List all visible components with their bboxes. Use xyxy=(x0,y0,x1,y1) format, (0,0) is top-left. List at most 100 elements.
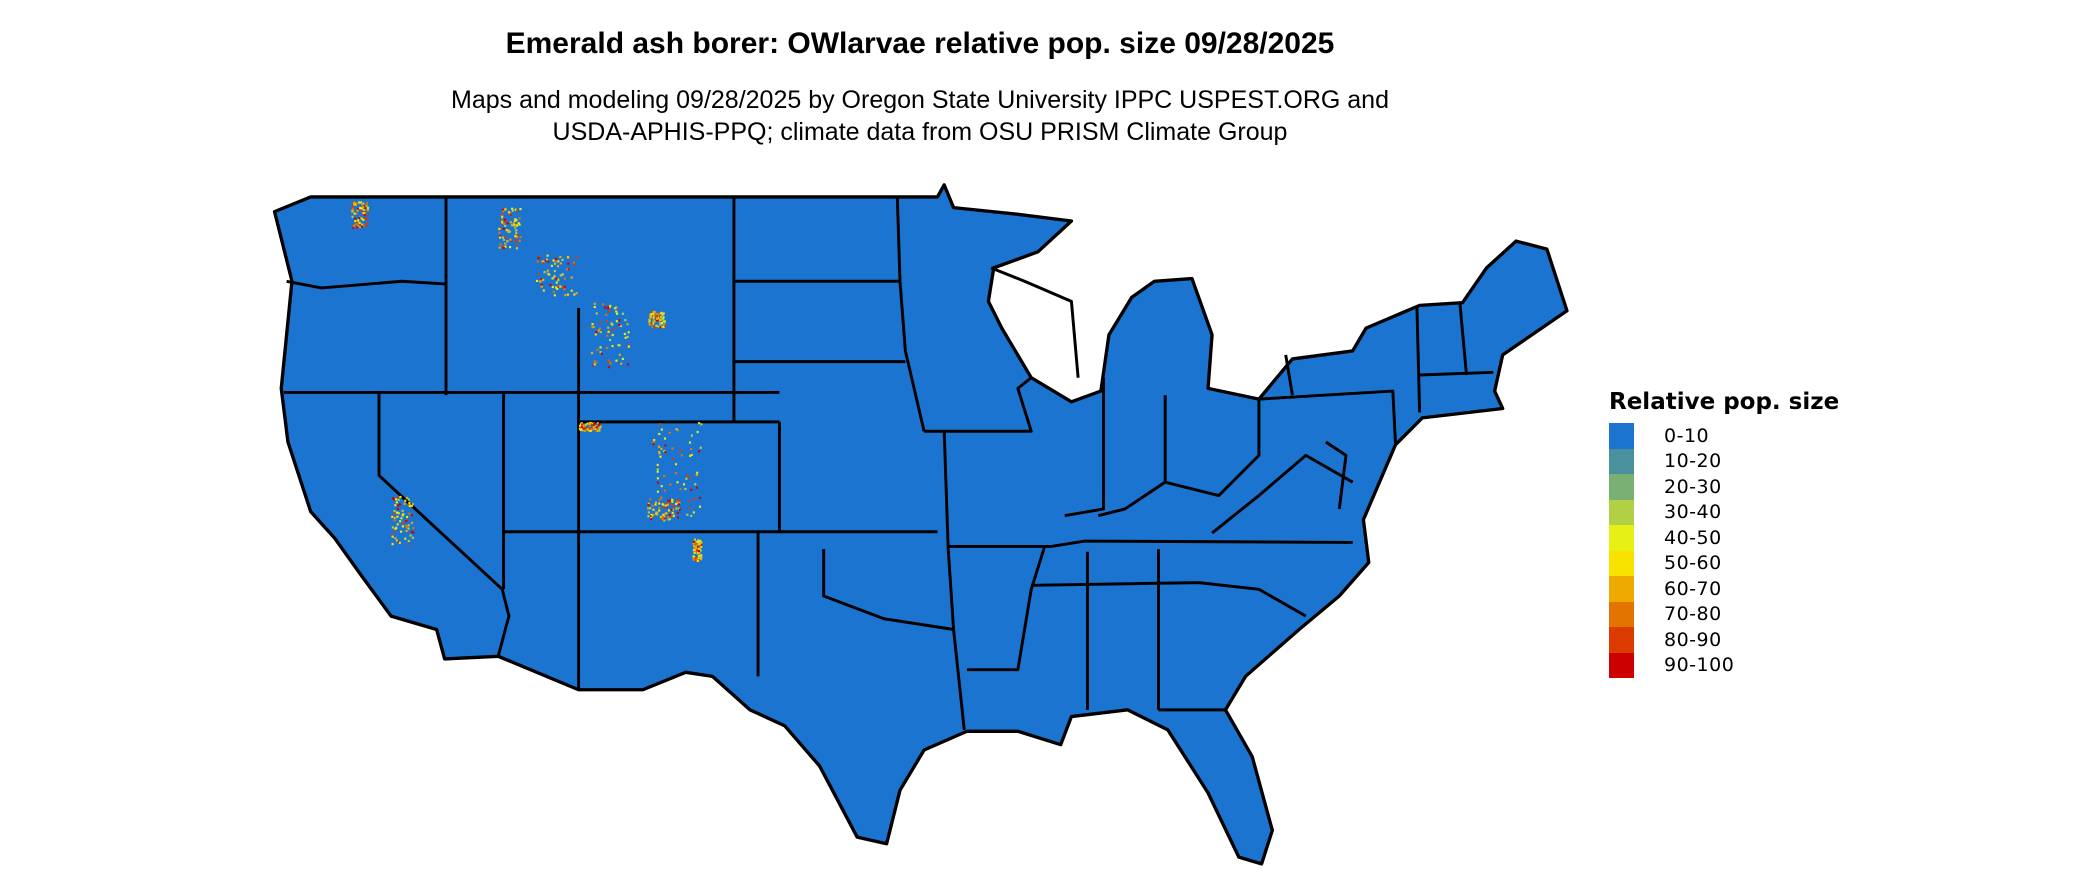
hotspot-cell xyxy=(688,476,691,479)
hotspot-cell xyxy=(655,513,658,516)
hotspot-cell xyxy=(673,506,676,509)
hotspot-cell xyxy=(680,454,683,457)
hotspot-cell xyxy=(359,225,362,229)
hotspot-cell xyxy=(694,483,697,486)
hotspot-cell xyxy=(363,205,366,208)
legend-item: 50-60 xyxy=(1609,550,1809,576)
hotspot-cell xyxy=(696,559,699,562)
hotspot-cell xyxy=(588,424,591,428)
hotspot-cell xyxy=(578,428,582,431)
hotspot-cell xyxy=(656,468,659,471)
hotspot-cell xyxy=(676,481,679,484)
hotspot-cell xyxy=(658,506,661,510)
hotspot-cell xyxy=(595,312,598,315)
hotspot-cell xyxy=(614,307,617,310)
hotspot-cell xyxy=(583,425,587,428)
hotspot-cell xyxy=(598,429,601,432)
hotspot-cell xyxy=(359,201,363,204)
hotspot-cell xyxy=(662,317,665,320)
hotspot-cell xyxy=(595,331,598,334)
hotspot-cell xyxy=(519,207,522,211)
hotspot-cell xyxy=(551,277,554,280)
hotspot-cell xyxy=(667,518,670,521)
hotspot-cell xyxy=(352,226,355,229)
hotspot-cell xyxy=(591,323,594,326)
hotspot-cell xyxy=(613,328,616,331)
hotspot-cell xyxy=(671,515,674,518)
hotspot-cell xyxy=(609,362,612,365)
hotspot-cell xyxy=(698,422,701,425)
hotspot-cell xyxy=(689,454,692,457)
hotspot-cell xyxy=(566,293,570,296)
hotspot-cell xyxy=(698,542,701,545)
hotspot-cell xyxy=(556,265,560,268)
hotspot-cell xyxy=(649,314,652,318)
hotspot-cell xyxy=(651,504,654,507)
hotspot-cell xyxy=(679,449,682,452)
hotspot-cell xyxy=(618,323,621,327)
hotspot-cell xyxy=(609,330,612,333)
hotspot-cell xyxy=(627,331,630,334)
hotspot-cell xyxy=(561,273,564,276)
hotspot-cell xyxy=(660,311,663,314)
hotspot-cell xyxy=(586,428,589,431)
hotspot-cell xyxy=(690,453,693,457)
hotspot-cell xyxy=(546,272,549,275)
hotspot-cell xyxy=(559,262,562,265)
hotspot-cell xyxy=(669,483,672,486)
hotspot-cell xyxy=(596,422,599,425)
hotspot-cell xyxy=(405,496,409,499)
hotspot-cell xyxy=(656,463,659,466)
hotspot-cell xyxy=(395,501,398,504)
hotspot-cell xyxy=(354,219,357,223)
subtitle-line-2: USDA-APHIS-PPQ; climate data from OSU PR… xyxy=(552,118,1288,146)
hotspot-cell xyxy=(351,207,355,210)
hotspot-cell xyxy=(396,496,399,499)
hotspot-cell xyxy=(618,319,621,322)
hotspot-cell xyxy=(690,514,693,517)
hotspot-cell xyxy=(664,444,667,447)
hotspot-cell xyxy=(509,221,512,224)
hotspot-cell xyxy=(668,513,671,516)
hotspot-cell xyxy=(670,508,673,511)
hotspot-cell xyxy=(365,218,368,221)
hotspot-cell xyxy=(660,428,663,431)
hotspot-cell xyxy=(661,503,664,506)
hotspot-cell xyxy=(650,325,653,328)
hotspot-cell xyxy=(695,540,698,543)
hotspot-cell xyxy=(671,503,674,507)
legend-swatch xyxy=(1609,525,1634,551)
hotspot-cell xyxy=(588,422,592,425)
hotspot-cell xyxy=(660,319,663,322)
hotspot-cell xyxy=(397,512,400,515)
hotspot-cell xyxy=(509,213,512,216)
hotspot-cell xyxy=(661,313,664,316)
hotspot-cell xyxy=(616,312,619,315)
hotspot-cell xyxy=(356,220,359,223)
hotspot-cell xyxy=(357,219,360,222)
hotspot-cell xyxy=(593,302,596,305)
us-outline xyxy=(272,183,1569,866)
hotspot-cell xyxy=(665,511,668,515)
hotspot-cell xyxy=(501,221,504,224)
hotspot-cell xyxy=(355,221,358,224)
hotspot-cell xyxy=(399,495,402,499)
legend-label: 0-10 xyxy=(1664,424,1710,447)
hotspot-cell xyxy=(615,306,618,309)
hotspot-cell xyxy=(650,313,653,316)
legend-label: 50-60 xyxy=(1664,552,1722,575)
hotspot-cell xyxy=(663,320,666,323)
hotspot-cell xyxy=(501,236,505,239)
hotspot-cell xyxy=(656,481,659,484)
hotspot-cell xyxy=(352,225,356,228)
hotspot-cell xyxy=(692,555,695,558)
hotspot-cell xyxy=(594,333,597,336)
hotspot-cell xyxy=(584,428,587,432)
hotspot-cell xyxy=(599,351,602,354)
hotspot-cell xyxy=(692,511,695,514)
hotspot-cell xyxy=(514,226,517,229)
hotspot-cell xyxy=(590,325,594,328)
hotspot-cell xyxy=(599,346,602,349)
legend-swatch xyxy=(1609,550,1634,576)
hotspot-cell xyxy=(501,208,504,211)
